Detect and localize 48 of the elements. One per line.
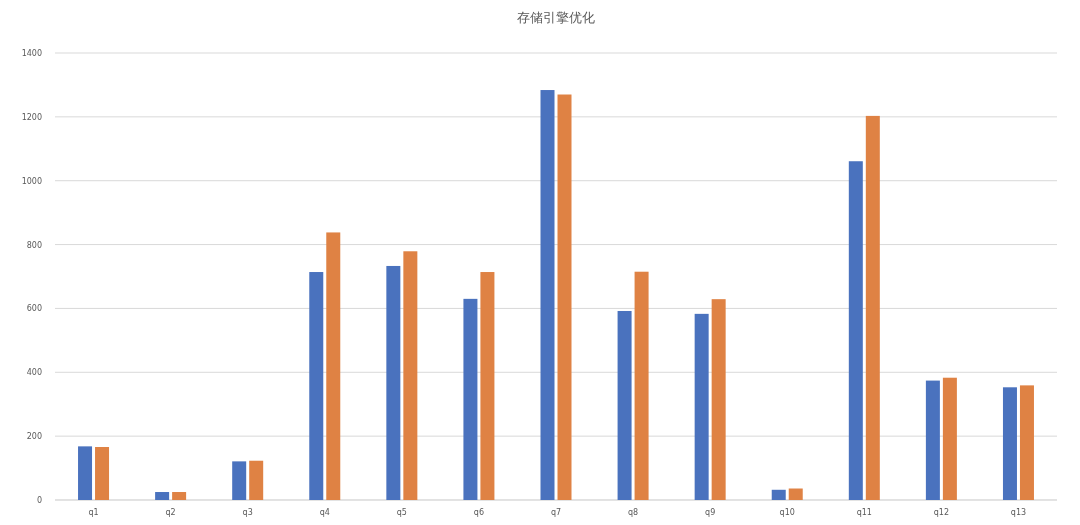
bar	[403, 251, 418, 500]
bar	[463, 298, 478, 500]
x-tick-label: q3	[242, 508, 253, 517]
chart-title: 存储引擎优化	[517, 10, 595, 25]
bar	[711, 299, 726, 500]
y-tick-label: 400	[26, 368, 42, 378]
bar	[788, 488, 803, 500]
bar	[1019, 385, 1034, 500]
x-tick-label: q12	[933, 508, 950, 517]
x-tick-label: q2	[165, 508, 176, 517]
bar	[1002, 387, 1017, 500]
bar	[848, 161, 863, 500]
y-tick-label: 1200	[21, 112, 42, 122]
bar	[694, 313, 709, 500]
x-tick-label: q8	[627, 508, 639, 517]
bar	[925, 380, 940, 500]
bar	[480, 272, 495, 500]
x-tick-label: q9	[705, 508, 716, 517]
bar	[155, 492, 170, 500]
bar	[634, 271, 649, 500]
bar	[942, 377, 957, 500]
y-tick-label: 200	[26, 432, 42, 442]
y-tick-label: 600	[26, 304, 42, 314]
x-tick-label: q10	[779, 508, 795, 517]
bar	[540, 90, 555, 500]
bar	[771, 489, 786, 500]
x-tick-label: q7	[550, 508, 562, 517]
bar	[309, 272, 324, 500]
x-tick-label: q1	[88, 508, 99, 517]
bar	[78, 446, 93, 500]
bar	[95, 447, 110, 500]
y-tick-label: 800	[26, 240, 42, 250]
bar	[617, 310, 632, 500]
bar	[326, 232, 341, 500]
bar	[232, 461, 247, 500]
y-tick-label: 1000	[21, 176, 42, 186]
x-tick-label: q6	[473, 508, 485, 517]
bar	[386, 265, 401, 500]
bar	[865, 115, 880, 500]
y-tick-label: 1400	[21, 49, 42, 58]
bar	[249, 460, 264, 500]
x-tick-label: q13	[1010, 508, 1027, 517]
x-tick-label: q5	[396, 508, 407, 517]
x-tick-label: q4	[319, 508, 330, 517]
y-tick-label: 0	[36, 496, 42, 505]
bar	[172, 492, 187, 500]
bar	[557, 94, 572, 500]
x-tick-label: q11	[856, 508, 872, 517]
